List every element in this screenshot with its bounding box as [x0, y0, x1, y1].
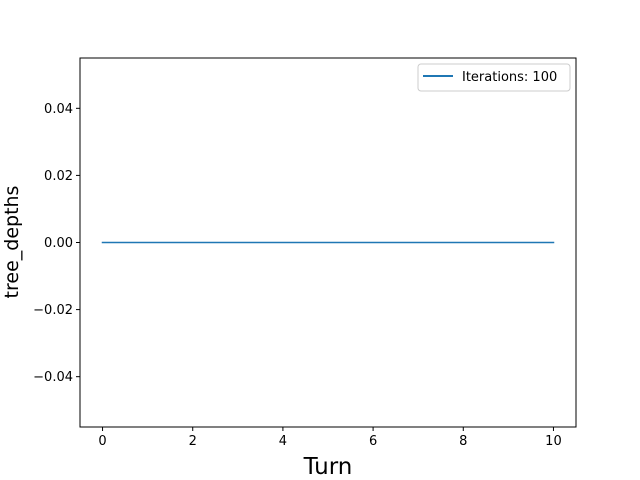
- x-tick-label: 0: [98, 434, 106, 449]
- legend: Iterations: 100: [417, 63, 571, 92]
- x-tick-label: 2: [189, 434, 197, 449]
- x-tick-label: 4: [279, 434, 287, 449]
- y-tick-label: 0.02: [44, 169, 73, 184]
- y-tick-label: −0.04: [33, 370, 73, 385]
- legend-box: [417, 63, 571, 92]
- x-tick-label: 8: [459, 434, 467, 449]
- y-axis: −0.04 −0.02 0.00 0.02 0.04: [33, 102, 80, 385]
- x-axis-title: Turn: [303, 454, 353, 480]
- y-tick-label: −0.02: [33, 303, 73, 318]
- y-tick-label: 0.00: [44, 236, 73, 251]
- y-tick-label: 0.04: [44, 102, 73, 117]
- x-tick-label: 6: [369, 434, 377, 449]
- x-axis: 0 2 4 6 8 10: [98, 427, 562, 449]
- x-tick-label: 10: [545, 434, 562, 449]
- legend-label: Iterations: 100: [462, 70, 557, 85]
- y-axis-title: tree_depths: [1, 186, 23, 299]
